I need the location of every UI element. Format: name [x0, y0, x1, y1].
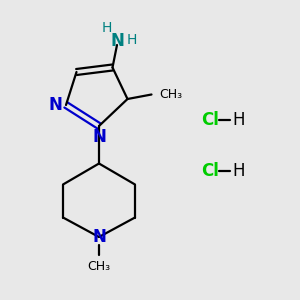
Text: N: N — [92, 228, 106, 246]
Text: H: H — [127, 34, 137, 47]
Text: CH₃: CH₃ — [159, 88, 182, 101]
Text: N: N — [110, 32, 124, 50]
Text: CH₃: CH₃ — [87, 260, 111, 273]
Text: H: H — [232, 162, 245, 180]
Text: N: N — [92, 128, 106, 146]
Text: Cl: Cl — [201, 111, 219, 129]
Text: H: H — [232, 111, 245, 129]
Text: N: N — [49, 96, 62, 114]
Text: Cl: Cl — [201, 162, 219, 180]
Text: H: H — [101, 22, 112, 35]
